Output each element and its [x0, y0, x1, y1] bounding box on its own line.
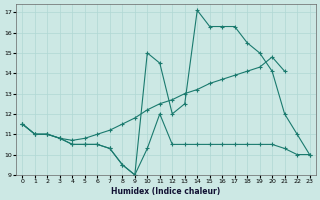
X-axis label: Humidex (Indice chaleur): Humidex (Indice chaleur)	[111, 187, 221, 196]
